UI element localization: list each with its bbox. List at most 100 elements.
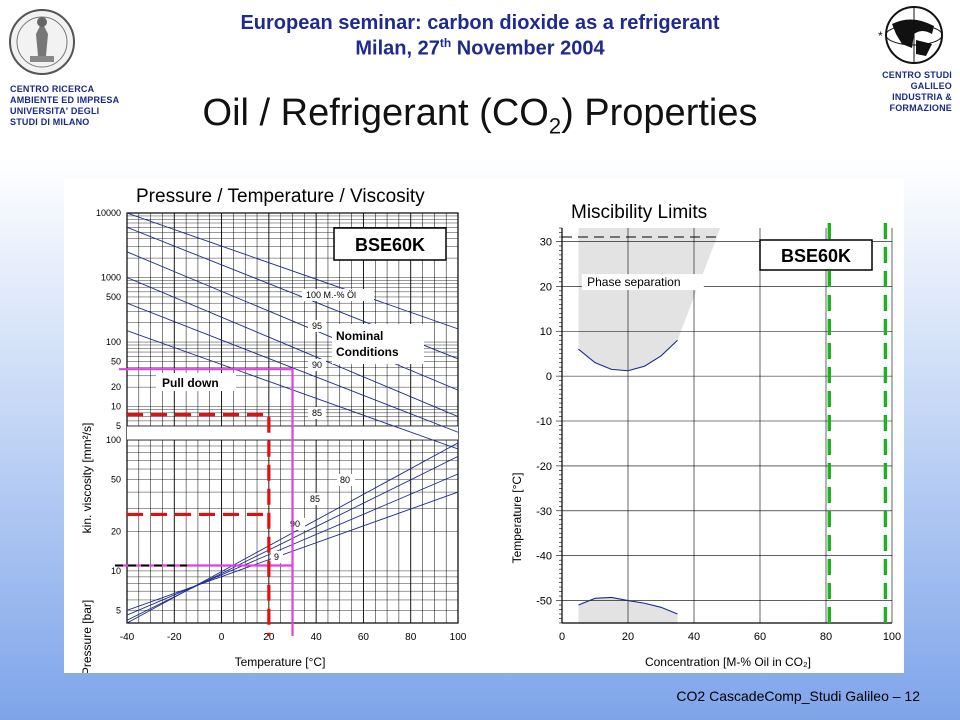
galileo-globe-logo: * xyxy=(872,4,950,71)
right-x-tick: 60 xyxy=(754,631,766,643)
left-lower-ylabel: Vapour Pressure [bar] xyxy=(80,600,94,673)
left-badge-text: BSE60K xyxy=(355,235,425,255)
left-lower-y-tick: 10 xyxy=(111,566,121,576)
phase-separation-upper-region xyxy=(578,228,721,371)
left-inst-line-0: CENTRO RICERCA xyxy=(10,84,95,94)
viscosity-curve-label: 95 xyxy=(312,321,322,331)
viscosity-curve xyxy=(126,251,459,391)
miscibility-lower-curve xyxy=(578,596,678,615)
pulldown-viscosity-line xyxy=(127,413,271,636)
seminar-date-suffix: November 2004 xyxy=(451,37,605,60)
left-inst-line-1: AMBIENTE ED IMPRESA xyxy=(10,95,120,105)
right-y-tick: -50 xyxy=(536,596,552,608)
pressure-curve-label: 9 xyxy=(274,552,279,562)
left-upper-y-tick: 10000 xyxy=(96,208,121,218)
right-x-tick: 100 xyxy=(883,631,901,643)
viscosity-curve xyxy=(126,212,459,330)
phase-separation-label-bg xyxy=(581,274,704,291)
seminar-date-prefix: Milan, 27 xyxy=(355,37,440,60)
left-upper-y-tick: 5 xyxy=(116,421,121,431)
viscosity-curve-label: 100 M.-% Öl xyxy=(306,290,356,300)
slide-title: Oil / Refrigerant (CO2) Properties xyxy=(150,92,810,140)
left-upper-y-tick: 20 xyxy=(111,382,121,392)
seminar-date-sup: th xyxy=(439,36,452,50)
right-inst-line-0: CENTRO STUDI xyxy=(882,70,952,80)
left-x-tick: 20 xyxy=(263,632,275,643)
right-y-tick: -30 xyxy=(536,506,552,518)
nominal-line-1: Conditions xyxy=(336,345,399,359)
right-x-tick: 20 xyxy=(622,631,634,643)
right-inst-line-1: GALILEO xyxy=(910,81,952,91)
pressure-curve-label: 85 xyxy=(310,494,320,504)
seminar-date: Milan, 27th November 2004 xyxy=(150,36,810,61)
pressure-curve-label: 80 xyxy=(340,475,350,485)
right-y-tick: -40 xyxy=(536,551,552,563)
curve-label-bg xyxy=(302,289,374,301)
nominal-line-0: Nominal xyxy=(336,329,383,343)
right-x-tick: 40 xyxy=(688,631,700,643)
viscosity-curve xyxy=(126,277,459,417)
left-x-tick: -20 xyxy=(167,632,182,643)
right-badge: BSE60K xyxy=(759,239,873,271)
slide-title-sub: 2 xyxy=(548,113,562,139)
pulldown-box: Pull down xyxy=(156,373,236,391)
slide-title-end: ) Properties xyxy=(561,92,758,134)
right-badge-text: BSE60K xyxy=(781,246,851,266)
curve-label-bg xyxy=(308,359,326,371)
seminar-title: European seminar: carbon dioxide as a re… xyxy=(240,12,720,34)
right-xlabel-box: Concentration [M-% Oil in CO₂] xyxy=(610,650,846,670)
curve-label-bg xyxy=(271,551,283,563)
right-y-tick: 20 xyxy=(540,281,552,293)
viscosity-curve-label: 90 xyxy=(312,360,322,370)
footer-text: CO2 CascadeComp_Studi Galileo – 12 xyxy=(676,688,920,704)
left-lower-y-tick: 50 xyxy=(111,474,121,484)
left-upper-y-tick: 500 xyxy=(106,292,121,302)
left-inst-line-2: UNIVERSITA' DEGLI xyxy=(10,106,100,116)
left-xlabel: Temperature [°C] xyxy=(235,655,326,669)
curve-label-bg xyxy=(307,493,325,505)
left-upper-y-tick: 50 xyxy=(111,356,121,366)
right-x-tick: 0 xyxy=(559,631,565,643)
left-upper-y-tick: 10 xyxy=(111,402,121,412)
right-xlabel: Concentration [M-% Oil in CO₂] xyxy=(645,655,811,669)
left-x-tick: -40 xyxy=(120,632,135,643)
right-inst-line-3: FORMAZIONE xyxy=(889,103,952,113)
right-inst-line-2: INDUSTRIA & xyxy=(892,92,952,102)
left-x-tick: 60 xyxy=(358,632,370,643)
left-inst-line-3: STUDI DI MILANO xyxy=(10,117,90,127)
university-seal-logo xyxy=(8,4,76,85)
left-lower-y-tick: 5 xyxy=(116,605,121,615)
left-badge: BSE60K xyxy=(333,227,447,261)
right-ylabel: Temperature [°C] xyxy=(510,473,524,564)
nominal-box: Nominal Conditions xyxy=(332,324,424,364)
left-upper-ylabel: kin. viscosity [mm²/s] xyxy=(80,423,94,534)
right-y-tick: -20 xyxy=(536,461,552,473)
left-x-tick: 40 xyxy=(311,632,323,643)
phase-separation-label: Phase separation xyxy=(587,275,680,289)
right-badge-box xyxy=(759,239,873,271)
viscosity-curve xyxy=(126,302,459,433)
left-x-tick: 80 xyxy=(405,632,417,643)
left-institution: CENTRO RICERCA AMBIENTE ED IMPRESA UNIVE… xyxy=(10,84,119,128)
slide-title-main: Oil / Refrigerant (CO xyxy=(202,92,549,134)
svg-text:*: * xyxy=(878,29,883,43)
pressure-curve-label: 90 xyxy=(290,519,300,529)
left-lower-y-tick: 100 xyxy=(106,435,121,445)
curve-label-bg xyxy=(308,407,326,419)
curve-label-bg xyxy=(308,320,326,332)
chart-panel: Pressure / Temperature / Viscosity kin. … xyxy=(64,178,904,716)
right-institution: CENTRO STUDI GALILEO INDUSTRIA & FORMAZI… xyxy=(876,70,952,114)
right-y-tick: 10 xyxy=(540,326,552,338)
right-y-tick: 0 xyxy=(546,371,552,383)
left-chart-title: Pressure / Temperature / Viscosity xyxy=(136,186,425,207)
viscosity-curve-label: 85 xyxy=(312,408,322,418)
right-y-tick: 30 xyxy=(540,236,552,248)
right-chart-title: Miscibility Limits xyxy=(571,202,707,223)
curve-label-bg xyxy=(337,474,355,486)
charts-svg: Pressure / Temperature / Viscosity kin. … xyxy=(80,186,901,716)
left-lower-y-tick: 20 xyxy=(111,527,121,537)
miscibility-upper-curve xyxy=(578,339,678,372)
left-xlabel-box: Temperature [°C] xyxy=(214,650,346,670)
left-x-tick: 0 xyxy=(219,632,225,643)
nominal-viscosity-line xyxy=(119,368,294,636)
